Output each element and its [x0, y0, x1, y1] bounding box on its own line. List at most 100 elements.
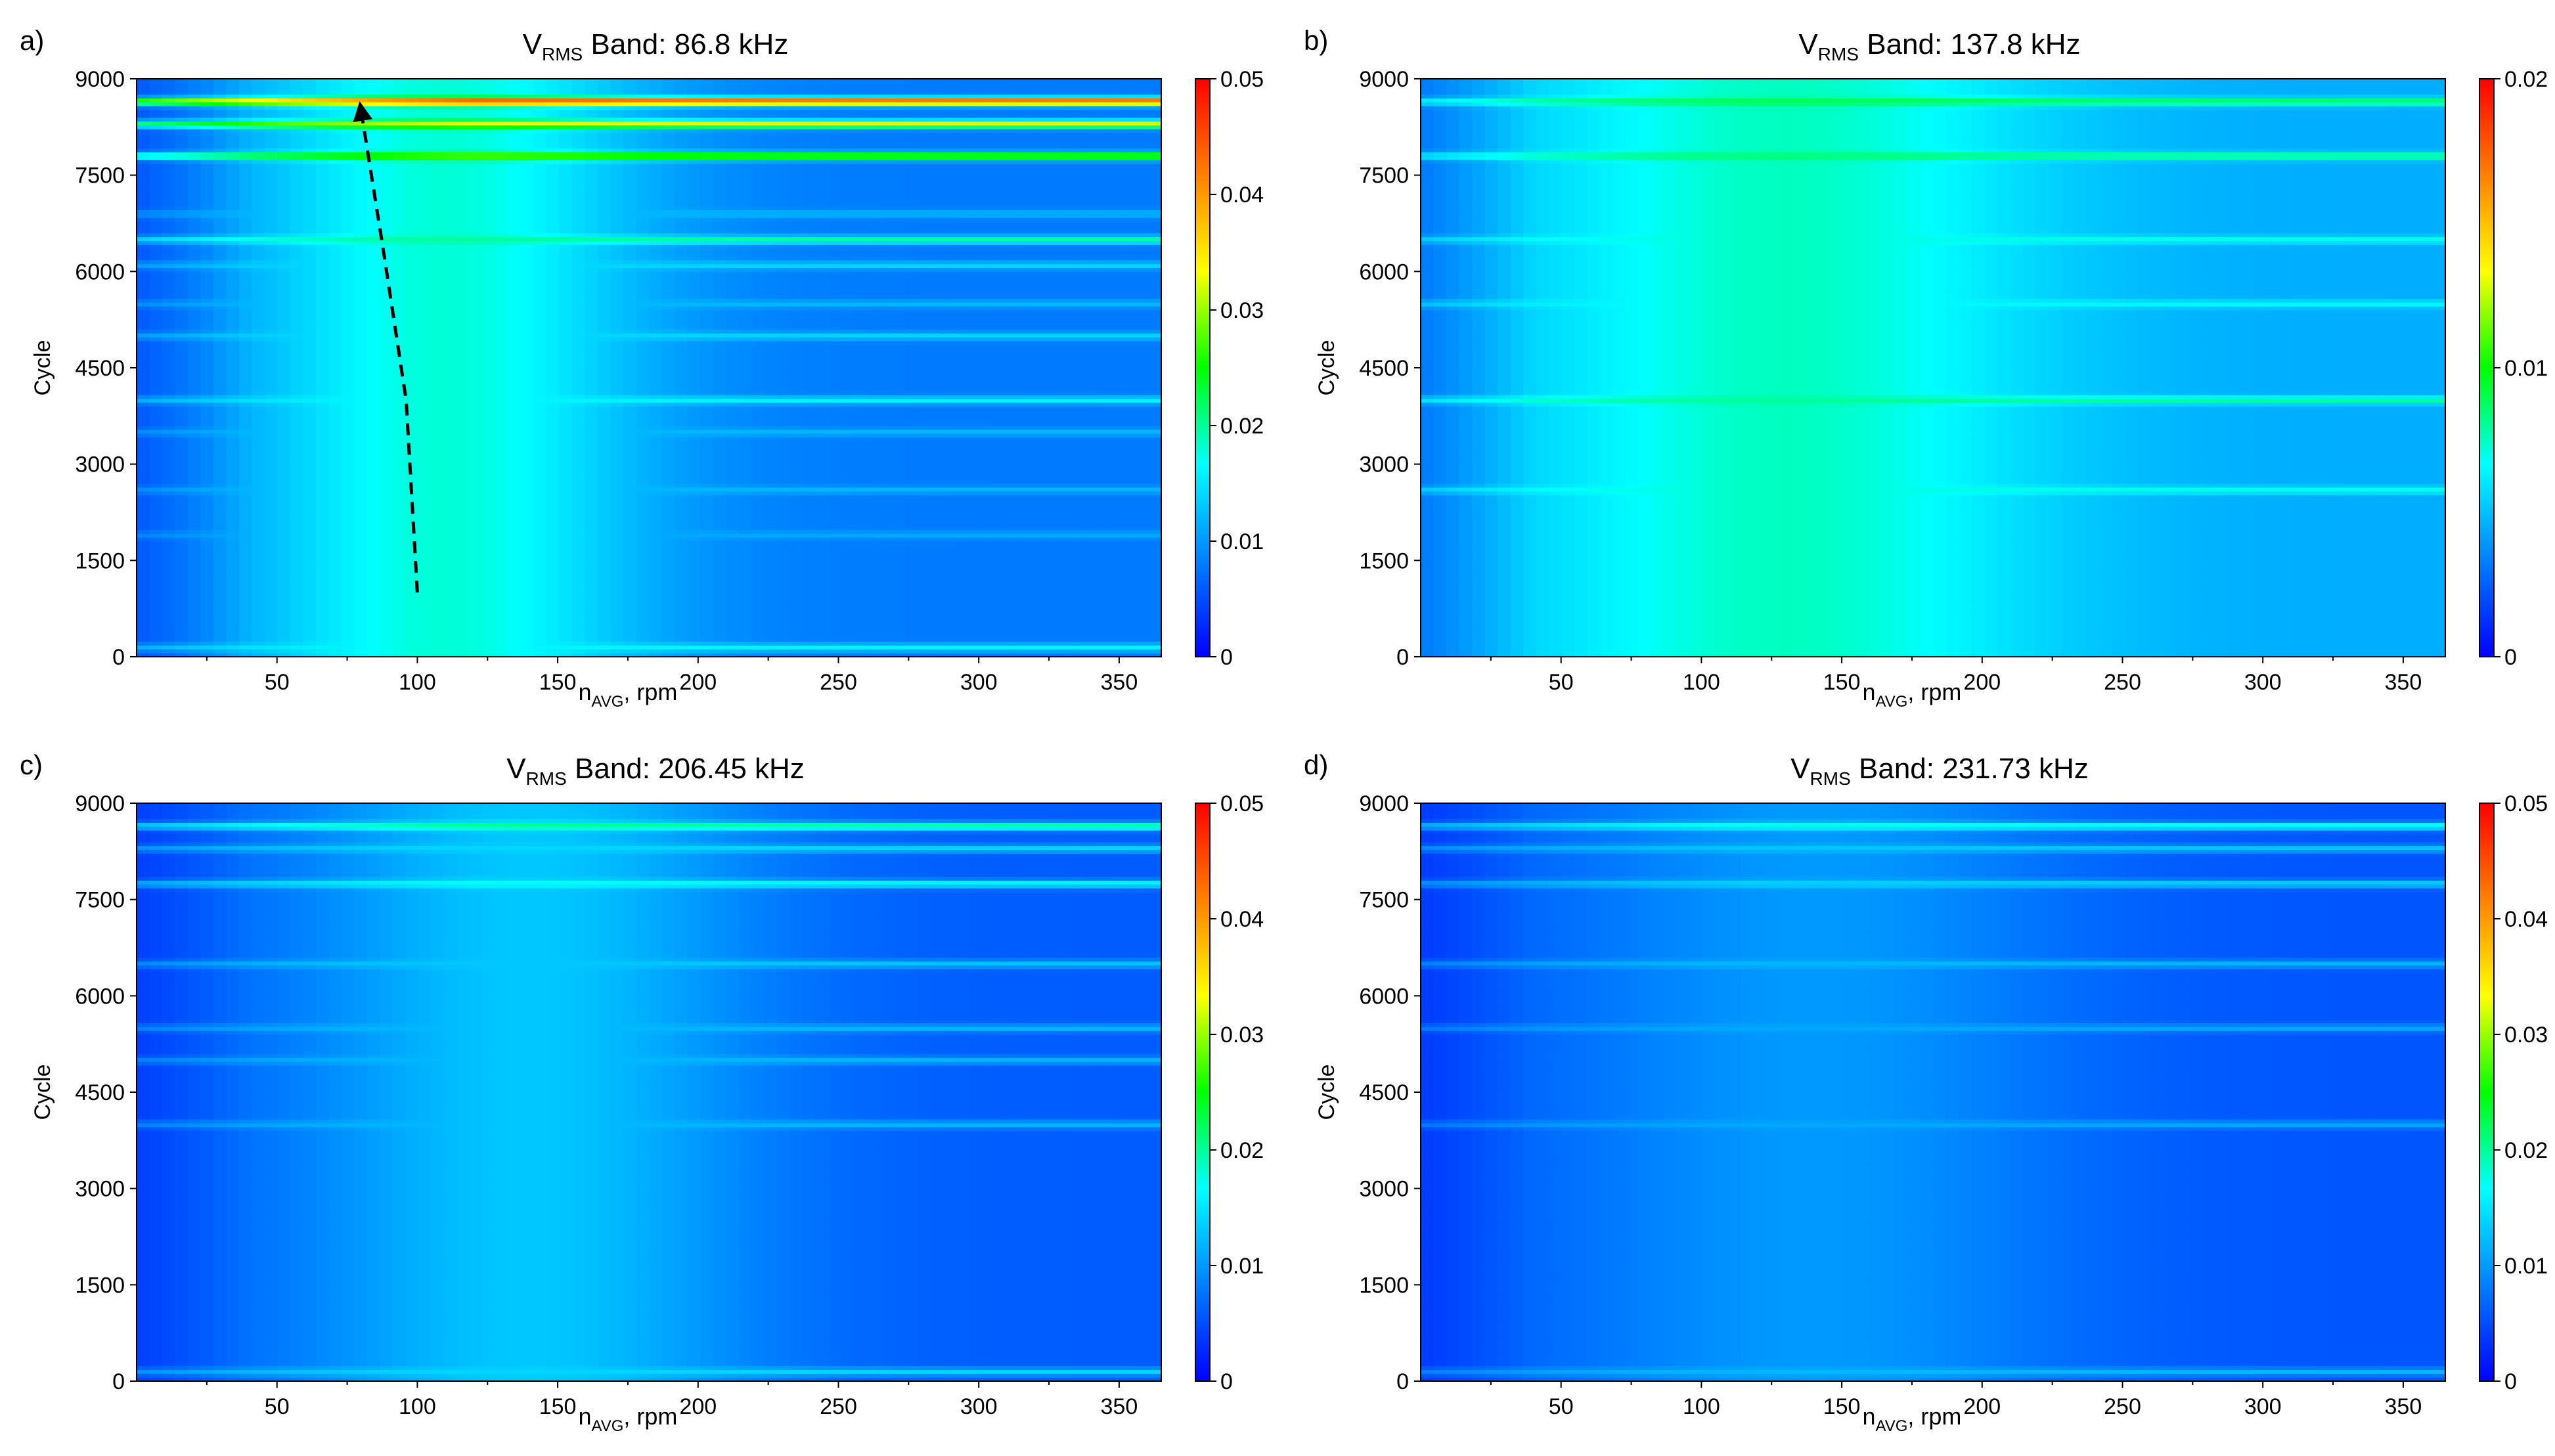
heatmap-cell	[483, 618, 496, 622]
heatmap-cell	[700, 634, 713, 638]
heatmap-cell	[470, 645, 483, 649]
heatmap-cell	[227, 638, 240, 642]
heatmap-cell	[1046, 630, 1059, 634]
heatmap-cell	[726, 630, 739, 634]
heatmap-cell	[188, 642, 201, 646]
heatmap-cell	[867, 630, 880, 634]
heatmap-cell	[290, 642, 303, 646]
heatmap-cell	[316, 614, 329, 618]
heatmap-cell	[1033, 630, 1046, 634]
heatmap-cell	[688, 630, 701, 634]
heatmap-cell	[751, 645, 765, 649]
heatmap-cell	[329, 618, 342, 622]
heatmap-cell	[495, 614, 508, 618]
heatmap-cell	[316, 642, 329, 646]
heatmap-cell	[1136, 638, 1149, 642]
heatmap-cell	[751, 622, 765, 626]
heatmap-cell	[636, 645, 650, 649]
heatmap-cell	[739, 642, 752, 646]
heatmap-cell	[969, 642, 983, 646]
heatmap-cell	[751, 614, 765, 618]
heatmap-cell	[751, 638, 765, 642]
heatmap-cell	[418, 638, 432, 642]
heatmap-cell	[777, 630, 790, 634]
heatmap-cell	[636, 638, 650, 642]
heatmap-cell	[150, 622, 163, 626]
heatmap-cell	[406, 614, 419, 618]
heatmap-cell	[1059, 630, 1072, 634]
heatmap-cell	[726, 638, 739, 642]
heatmap-cell	[175, 622, 189, 626]
heatmap-cell	[739, 618, 752, 622]
heatmap-cell	[662, 618, 675, 622]
heatmap-cell	[355, 622, 368, 626]
heatmap-cell	[201, 638, 214, 642]
heatmap-cell	[329, 645, 342, 649]
heatmap-cell	[303, 642, 317, 646]
heatmap-cell	[598, 622, 611, 626]
heatmap-cell	[1110, 622, 1123, 626]
heatmap-cell	[162, 642, 175, 646]
heatmap-cell	[688, 649, 701, 653]
heatmap-cell	[355, 611, 368, 615]
heatmap-cell	[278, 611, 291, 615]
heatmap-cell	[969, 626, 983, 630]
heatmap-cell	[406, 622, 419, 626]
heatmap-cell	[803, 622, 816, 626]
heatmap-cell	[239, 626, 252, 630]
heatmap-cell	[662, 649, 675, 653]
heatmap-cell	[265, 622, 278, 626]
heatmap-cell	[380, 634, 393, 638]
heatmap-cell	[854, 622, 867, 626]
heatmap-cell	[150, 630, 163, 634]
heatmap-cell	[495, 638, 508, 642]
heatmap-cell	[803, 630, 816, 634]
heatmap-cell	[751, 630, 765, 634]
heatmap-cell	[252, 645, 265, 649]
heatmap-cell	[342, 642, 355, 646]
heatmap-cell	[956, 614, 969, 618]
heatmap-cell	[393, 645, 406, 649]
heatmap-cell	[1084, 626, 1098, 630]
heatmap-cell	[1084, 645, 1098, 649]
heatmap-cell	[700, 642, 713, 646]
heatmap-cell	[713, 618, 726, 622]
heatmap-cell	[227, 642, 240, 646]
heatmap-cell	[162, 626, 175, 630]
heatmap-cell	[918, 626, 931, 630]
heatmap-cell	[213, 611, 227, 615]
heatmap-cell	[944, 622, 957, 626]
heatmap-cell	[1084, 649, 1098, 653]
heatmap-cell	[546, 618, 560, 622]
heatmap-cell	[432, 642, 445, 646]
heatmap-cell	[175, 611, 189, 615]
heatmap-cell	[944, 649, 957, 653]
heatmap-cell	[483, 634, 496, 638]
heatmap-cell	[406, 638, 419, 642]
heatmap-cell	[1098, 642, 1111, 646]
heatmap-cell	[572, 626, 585, 630]
heatmap-cell	[201, 642, 214, 646]
heatmap-cell	[726, 634, 739, 638]
heatmap-cell	[227, 645, 240, 649]
heatmap-cell	[508, 649, 522, 653]
heatmap-cell	[239, 618, 252, 622]
heatmap-cell	[956, 649, 969, 653]
heatmap-cell	[278, 618, 291, 622]
heatmap-cell	[470, 634, 483, 638]
heatmap-cell	[175, 645, 189, 649]
heatmap-cell	[239, 645, 252, 649]
heatmap-cell	[585, 642, 598, 646]
heatmap-cell	[495, 634, 508, 638]
heatmap-cell	[816, 642, 829, 646]
heatmap-cell	[879, 618, 893, 622]
heatmap-cell	[777, 638, 790, 642]
heatmap-cell	[495, 645, 508, 649]
heatmap-cell	[636, 642, 650, 646]
heatmap-cell	[816, 618, 829, 622]
heatmap-cell	[611, 634, 624, 638]
heatmap-cell	[931, 614, 944, 618]
heatmap-cell	[905, 634, 918, 638]
heatmap-cell	[598, 626, 611, 630]
heatmap-cell	[367, 611, 380, 615]
